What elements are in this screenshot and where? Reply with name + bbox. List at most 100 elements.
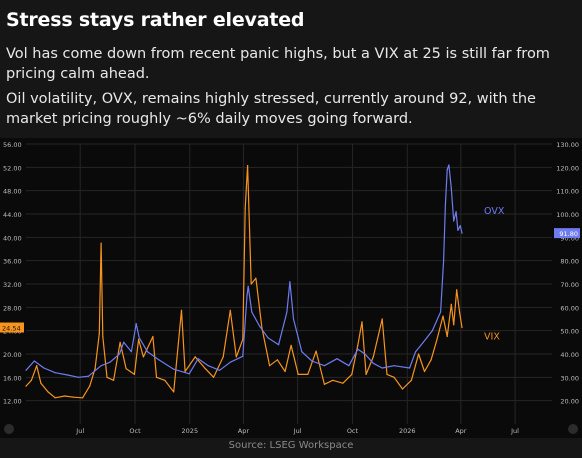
data-point-ovx [444,204,446,206]
data-point-ovx [455,211,457,213]
data-point-vix [361,321,363,323]
data-point-vix [442,315,444,317]
data-point-vix [119,341,121,343]
right-axis-tick-label: 40.00 [560,351,579,359]
data-point-vix [410,379,412,381]
data-point-ovx [289,281,291,283]
data-point-vix [357,344,359,346]
zoom-reset-icon[interactable] [4,424,14,434]
data-point-vix [173,391,175,393]
left-axis-tick-label: 16.00 [3,374,22,382]
data-point-vix [94,368,96,370]
data-point-ovx [448,164,450,166]
data-point-vix [47,391,49,393]
description-paragraph-vix: Vol has come down from recent panic high… [6,46,550,82]
data-point-vix [453,324,455,326]
data-point-vix [184,370,186,373]
data-point-ovx [323,365,325,367]
data-point-vix [102,335,104,338]
data-point-ovx [440,311,442,313]
data-point-ovx [197,358,199,360]
data-point-vix [194,356,196,358]
data-point-vix [459,312,461,314]
right-axis-tick-label: 120.00 [556,164,579,172]
data-point-vix [98,333,100,335]
data-point-vix [138,338,140,340]
x-axis-tick-label: Jul [293,427,302,435]
right-axis-tick-label: 70.00 [560,281,579,289]
x-axis-tick-label: Jul [510,427,519,435]
vix-last-value: 24.54 [2,325,21,333]
data-point-vix [423,370,426,373]
data-point-vix [247,165,249,167]
right-axis-tick-label: 80.00 [560,258,579,266]
vix-last-value-tag [0,322,24,333]
x-axis-tick-label: Oct [129,427,141,435]
x-axis-tick-label: Jul [75,427,84,435]
data-point-vix [235,356,237,358]
data-point-ovx [286,311,288,313]
settings-icon[interactable] [568,424,578,434]
right-axis-tick-label: 50.00 [560,328,579,336]
left-axis-tick-label: 40.00 [3,234,22,242]
data-point-ovx [25,369,27,371]
data-point-vix [213,376,215,378]
data-point-ovx [443,260,445,262]
data-point-vix [276,359,278,361]
data-point-vix [430,359,432,361]
data-point-vix [152,335,154,338]
data-point-vix [244,207,246,209]
data-point-ovx [364,353,366,355]
data-point-vix [342,382,344,384]
data-point-ovx [357,348,359,350]
left-axis-tick-label: 36.00 [3,258,22,266]
data-point-vix [418,353,420,355]
left-axis-tick-label: 12.00 [3,398,22,406]
series-line-vix [25,165,463,399]
description-paragraph-ovx: Oil volatility, OVX, remains highly stre… [6,91,536,127]
data-point-ovx [336,358,338,360]
data-point-vix [164,379,166,381]
data-point-vix [351,373,353,375]
data-point-ovx [77,376,79,378]
data-point-ovx [54,372,56,374]
data-point-ovx [258,325,261,327]
chart-panel[interactable]: 56.00 52.00 48.00 44.00 40.00 36.00 32.00 28.00… [0,138,582,438]
data-point-ovx [67,374,69,376]
right-axis-tick-label: 60.00 [560,304,579,312]
left-axis-tick-label: 20.00 [3,351,22,359]
data-point-ovx [109,361,111,363]
left-axis-tick-label: 56.00 [3,141,22,149]
data-point-ovx [301,351,303,353]
data-point-vix [40,382,42,384]
x-axis-tick-label: Apr [455,427,467,435]
data-point-ovx [246,295,248,297]
data-point-vix [461,326,463,329]
data-point-ovx [278,344,280,346]
x-axis-tick-label: 2026 [399,427,416,435]
data-point-vix [450,303,452,305]
left-axis-tick-label: 52.00 [3,164,22,172]
data-point-ovx [422,341,424,343]
data-point-vix [54,397,56,399]
left-axis-tick-label: 44.00 [3,211,22,219]
data-point-vix [106,376,108,378]
data-point-vix [381,318,383,320]
data-point-ovx [415,351,417,353]
source-note: Source: LSEG Workspace [228,440,354,451]
data-point-vix [113,379,115,381]
data-point-vix [229,309,231,311]
data-point-vix [323,383,325,385]
data-point-vix [290,344,292,346]
line-chart[interactable]: 56.00 52.00 48.00 44.00 40.00 36.00 32.00 28.00… [0,138,582,438]
data-point-vix [315,350,317,352]
data-point-ovx [381,367,383,369]
data-point-ovx [311,360,313,362]
data-point-vix [284,370,286,373]
data-point-ovx [219,369,221,371]
x-axis-tick-label: 2025 [182,427,199,435]
data-point-ovx [409,367,411,369]
data-point-ovx [446,169,448,171]
data-point-ovx [158,359,160,361]
right-axis-tick-label: 100.00 [556,211,579,219]
